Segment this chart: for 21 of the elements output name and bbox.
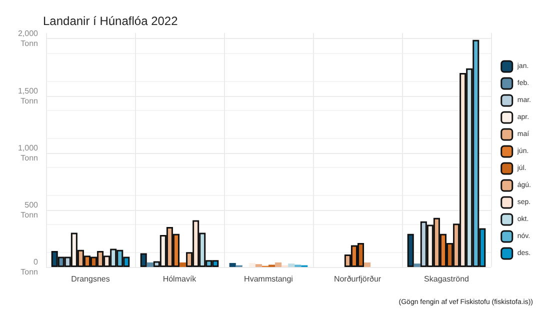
bar bbox=[364, 262, 371, 267]
y-tick-label: 1,000 Tonn bbox=[18, 143, 39, 162]
y-tick-label: 500 Tonn bbox=[20, 200, 39, 220]
bar bbox=[229, 263, 236, 267]
y-tick-label: 2,000 Tonn bbox=[18, 29, 39, 48]
bar bbox=[407, 234, 414, 267]
y-tick-label: 1,500 Tonn bbox=[18, 86, 39, 106]
bar bbox=[140, 253, 147, 267]
x-tick-label: Drangsnes bbox=[71, 274, 110, 284]
bar bbox=[288, 264, 295, 267]
x-tick-label: Hólmavík bbox=[162, 274, 198, 284]
x-tick-label: Norðurfjörður bbox=[334, 274, 382, 284]
x-tick-label: Hvammstangi bbox=[244, 274, 294, 284]
y-tick-label: 0 Tonn bbox=[20, 258, 39, 276]
bar bbox=[275, 262, 282, 267]
bar bbox=[255, 264, 262, 267]
bar bbox=[146, 262, 154, 267]
bar bbox=[414, 264, 420, 267]
chart-title: Landanir í Húnaflóa 2022 bbox=[43, 14, 178, 28]
bar bbox=[180, 262, 186, 267]
x-tick-label: Skagaströnd bbox=[424, 274, 469, 284]
